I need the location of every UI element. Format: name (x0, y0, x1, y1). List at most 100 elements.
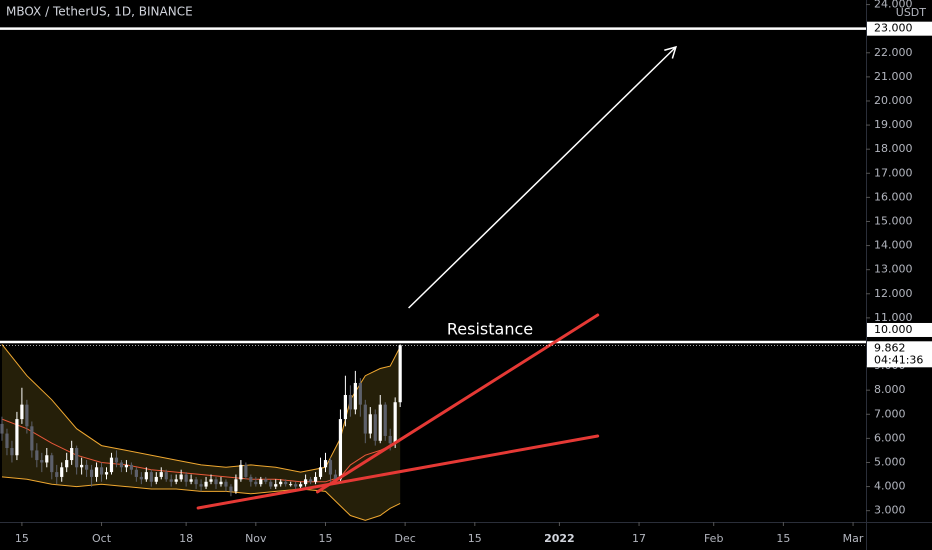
candle-body (303, 479, 308, 485)
candle-body (239, 464, 243, 480)
candle-body (80, 464, 84, 468)
candle-body (338, 419, 343, 480)
candle-body (99, 467, 104, 475)
candle-body (0, 423, 4, 434)
y-tick-label: 12.000 (874, 287, 913, 300)
y-tick-label: 19.000 (874, 118, 913, 131)
x-tick-label: 17 (632, 532, 646, 545)
x-tick-label: Nov (245, 532, 267, 545)
band-middle (1, 418, 401, 483)
candle-body (279, 481, 283, 485)
candle-body (209, 479, 213, 482)
candle-body (179, 474, 183, 480)
arrow-head (664, 45, 677, 59)
candle-body (184, 474, 188, 482)
currency-label: USDT (896, 6, 927, 19)
candle-body (323, 460, 328, 468)
candle-body (60, 467, 64, 477)
candle-body (114, 457, 119, 463)
candle-body (393, 402, 397, 444)
candle-body (104, 472, 109, 475)
candle-body (65, 460, 69, 468)
countdown-label: 04:41:36 (874, 353, 923, 366)
candle-body (164, 472, 168, 480)
annotation: Resistance (447, 320, 533, 339)
candle-body (219, 481, 223, 485)
candle-body (55, 472, 59, 477)
candle-body (264, 479, 268, 482)
x-tick-label: Oct (92, 532, 112, 545)
y-tick-label: 7.000 (874, 407, 906, 420)
candle-body (378, 404, 382, 441)
candle-body (383, 404, 387, 436)
candle-body (5, 433, 9, 449)
candle-body (119, 462, 124, 468)
y-tick-label: 5.000 (874, 455, 906, 468)
candle-body (294, 484, 298, 487)
candle-body (244, 464, 248, 477)
arrow (408, 46, 677, 309)
x-tick-label: Dec (394, 532, 415, 545)
trend-line (316, 313, 600, 494)
chart-title: MBOX / TetherUS, 1D, BINANCE (6, 5, 193, 19)
candle-body (194, 479, 198, 485)
candle-body (368, 414, 372, 434)
candle-body (109, 457, 114, 473)
x-tick-label: Mar (843, 532, 864, 545)
candle-body (343, 394, 348, 420)
candle-body (174, 479, 178, 482)
band-upper (1, 344, 401, 473)
y-tick-label: 11.000 (874, 311, 913, 324)
candle-body (318, 467, 323, 477)
candle-body (353, 382, 357, 410)
candle-body (149, 472, 153, 482)
candle-body (308, 479, 313, 482)
candle-body (50, 455, 54, 473)
y-tick-label: 17.000 (874, 166, 913, 179)
candle-body (144, 472, 148, 480)
y-tick-label: 24.000 (874, 0, 913, 11)
candle-body (159, 472, 163, 477)
candle-body (20, 404, 24, 420)
candle-body (388, 435, 392, 444)
last-price-label: 9.862 (874, 341, 906, 354)
candle-body (398, 345, 402, 403)
candle-body (89, 469, 94, 477)
candle-body (169, 479, 173, 482)
candle-body (289, 484, 293, 486)
candle-body (25, 404, 29, 427)
candle-body (40, 460, 44, 463)
x-tick-label: 15 (318, 532, 332, 545)
candle-body (313, 476, 318, 482)
candle-body (75, 448, 79, 468)
candle-body (284, 481, 288, 485)
candle-body (129, 464, 133, 470)
candle-body (274, 484, 278, 487)
candle-body (35, 450, 39, 461)
candle-body (204, 481, 208, 487)
band-lower (1, 476, 401, 521)
candle-body (154, 476, 158, 482)
x-tick-label: 15 (468, 532, 482, 545)
candle-body (249, 476, 253, 482)
candle-body (139, 476, 143, 480)
candle-body (269, 481, 273, 487)
candle-body (124, 464, 129, 468)
last-price-badge (867, 341, 932, 368)
y-tick-label: 8.000 (874, 383, 906, 396)
y-tick-label: 18.000 (874, 142, 913, 155)
x-tick-label: Feb (704, 532, 723, 545)
y-tick-label: 4.000 (874, 480, 906, 493)
candle-body (254, 481, 258, 485)
y-tick-label: 20.000 (874, 94, 913, 107)
candle-body (299, 484, 303, 487)
candle-body (214, 479, 218, 485)
y-tick-label: 6.000 (874, 431, 906, 444)
price-line-badge (867, 322, 932, 337)
candle-body (328, 460, 333, 475)
candle-body (373, 414, 377, 441)
x-tick-label: 15 (15, 532, 29, 545)
trend-line (196, 434, 600, 510)
candle-body (15, 419, 19, 456)
